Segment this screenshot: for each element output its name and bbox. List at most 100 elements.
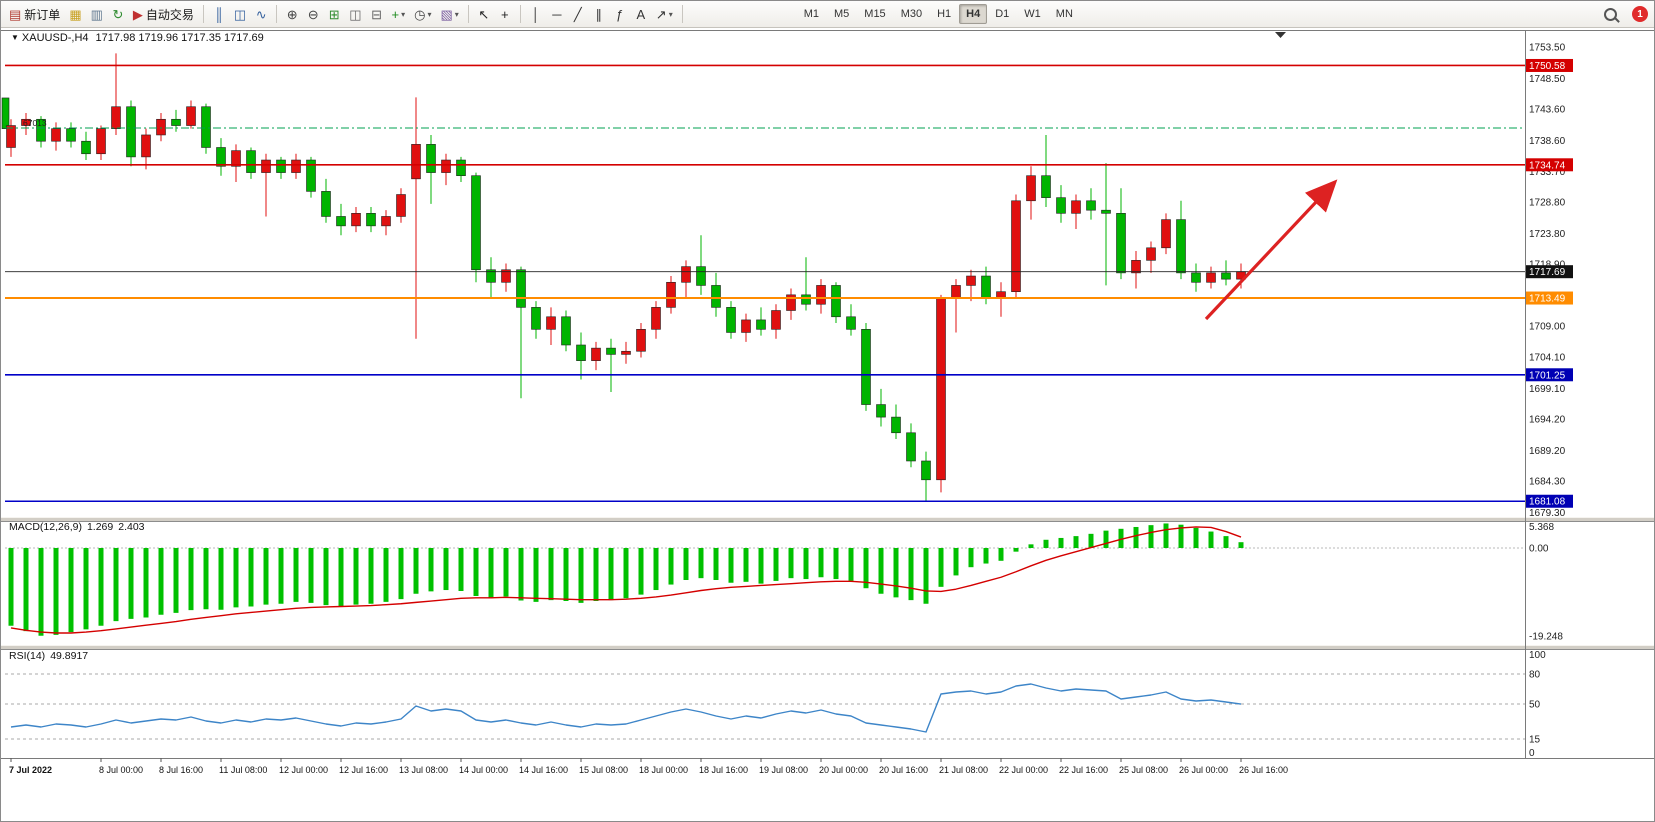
zoom-in-button[interactable]: ⊕	[282, 3, 302, 25]
periods-icon: ◷	[414, 6, 426, 22]
timeframe-mn[interactable]: MN	[1049, 4, 1080, 24]
candle	[786, 294, 796, 311]
candle	[681, 266, 691, 283]
svg-text:1743.60: 1743.60	[1529, 105, 1566, 116]
time-axis: 7 Jul 2022 8 Jul 00:00 8 Jul 16:00 11 Jul 0…	[9, 758, 1288, 775]
candle	[1206, 272, 1216, 283]
trendline-button[interactable]: ╱	[568, 3, 588, 25]
arrange-windows-button[interactable]: ⊞	[324, 3, 344, 25]
trend-arrow-annotation[interactable]	[1204, 179, 1338, 321]
candle	[1026, 175, 1036, 202]
svg-text:1679.30: 1679.30	[1529, 508, 1566, 519]
templates-icon: ▧	[440, 6, 453, 22]
candle	[201, 106, 211, 148]
channel-button[interactable]: ∥	[589, 3, 609, 25]
time-label: 11 Jul 08:00	[219, 765, 267, 775]
new-order-button[interactable]: ▤ 新订单	[5, 3, 64, 25]
candle	[816, 285, 826, 305]
macd-axis-label: 0.00	[1529, 544, 1549, 555]
cascade-windows-icon: ⊟	[371, 6, 382, 22]
candle	[711, 285, 721, 308]
timeframe-m1[interactable]: M1	[797, 4, 826, 24]
timeframe-m30[interactable]: M30	[894, 4, 929, 24]
profiles-icon: ▥	[90, 6, 103, 22]
svg-text:1689.20: 1689.20	[1529, 446, 1566, 457]
candle	[186, 106, 196, 126]
level-lines[interactable]: 67013	[5, 64, 1525, 503]
candle	[306, 159, 316, 192]
macd-panel[interactable]: 5.368 0.00 -19.248	[5, 522, 1563, 642]
periods-button[interactable]: ◷ ▾	[410, 3, 435, 25]
candle	[666, 281, 676, 308]
refresh-button[interactable]: ↻	[108, 3, 128, 25]
timeframe-h4[interactable]: H4	[959, 4, 988, 24]
svg-text:1717.69: 1717.69	[1529, 267, 1566, 278]
cursor-button[interactable]: ↖	[474, 3, 494, 25]
candle	[1221, 272, 1231, 280]
time-label: 8 Jul 16:00	[159, 765, 203, 775]
svg-text:1694.20: 1694.20	[1529, 414, 1566, 425]
candle	[111, 106, 121, 129]
indicators-icon: +	[391, 6, 400, 22]
timeframe-h1[interactable]: H1	[930, 4, 958, 24]
search-button[interactable]	[1596, 2, 1624, 26]
arrows-icon: ↗	[655, 6, 667, 22]
time-label: 26 Jul 16:00	[1239, 765, 1288, 775]
tile-windows-button[interactable]: ◫	[345, 3, 365, 25]
timeframe-m15[interactable]: M15	[857, 4, 892, 24]
indicators-button[interactable]: + ▾	[388, 3, 410, 25]
macd-axis-label: -19.248	[1529, 631, 1563, 642]
candle	[996, 291, 1006, 299]
order-line-label: 67013	[23, 118, 47, 128]
svg-text:1728.80: 1728.80	[1529, 198, 1566, 209]
timeframe-w1[interactable]: W1	[1017, 4, 1048, 24]
price-tag	[1526, 494, 1573, 508]
candle	[36, 118, 46, 142]
crosshair-button[interactable]: +	[495, 3, 515, 25]
toolbar-separator	[519, 5, 521, 23]
candle	[51, 128, 61, 142]
rsi-axis-label: 50	[1529, 700, 1541, 711]
timeframe-m5[interactable]: M5	[827, 4, 856, 24]
arrows-button[interactable]: ↗ ▾	[652, 3, 677, 25]
candle	[966, 275, 976, 286]
line-chart-button[interactable]: ∿	[251, 3, 271, 25]
cascade-windows-button[interactable]: ⊟	[367, 3, 387, 25]
vertical-line-button[interactable]: │	[526, 3, 546, 25]
candlestick-button[interactable]: ◫	[230, 3, 250, 25]
main-chart-panel[interactable]	[1, 32, 1286, 502]
zoom-out-button[interactable]: ⊖	[303, 3, 323, 25]
new-order-icon: ▤	[9, 6, 22, 22]
toolbar-buttons: ▤ 新订单 ▦ ▥ ↻ ▶ 自动交易 ║ ◫ ∿ ⊕ ⊖ ⊞ ◫ ⊟ + ▾ ◷ ▾ ▧ ▾ ↖ + │ ─ ╱ ∥ ƒ A ↗ ▾	[5, 3, 687, 25]
candle	[96, 128, 106, 155]
candle	[501, 269, 511, 283]
candle	[591, 347, 601, 361]
candle	[216, 147, 226, 167]
candle	[891, 416, 901, 434]
macd-axis-label: 5.368	[1529, 522, 1554, 533]
edge-candle	[1, 97, 10, 129]
candle	[411, 144, 421, 180]
candle	[1176, 219, 1186, 274]
profiles-button[interactable]: ▥	[87, 3, 107, 25]
autotrading-button[interactable]: ▶ 自动交易	[129, 3, 198, 25]
chart-window-button[interactable]: ▦	[65, 3, 85, 25]
svg-text:1681.08: 1681.08	[1529, 497, 1566, 508]
trendline-icon: ╱	[573, 6, 582, 22]
line-chart-icon: ∿	[255, 6, 267, 22]
timeframe-d1[interactable]: D1	[988, 4, 1016, 24]
candle	[231, 150, 241, 167]
text-button[interactable]: A	[631, 3, 651, 25]
templates-button[interactable]: ▧ ▾	[436, 3, 462, 25]
fibonacci-button[interactable]: ƒ	[610, 3, 630, 25]
svg-text:1713.49: 1713.49	[1529, 294, 1566, 305]
time-label: 20 Jul 00:00	[819, 765, 868, 775]
rsi-panel[interactable]: 100 80 50 15 0	[5, 650, 1546, 759]
bar-chart-button[interactable]: ║	[209, 3, 229, 25]
notification-badge[interactable]: 1	[1632, 6, 1648, 22]
horizontal-line-button[interactable]: ─	[547, 3, 567, 25]
candle	[576, 344, 586, 361]
candlestick-icon: ◫	[233, 6, 247, 22]
